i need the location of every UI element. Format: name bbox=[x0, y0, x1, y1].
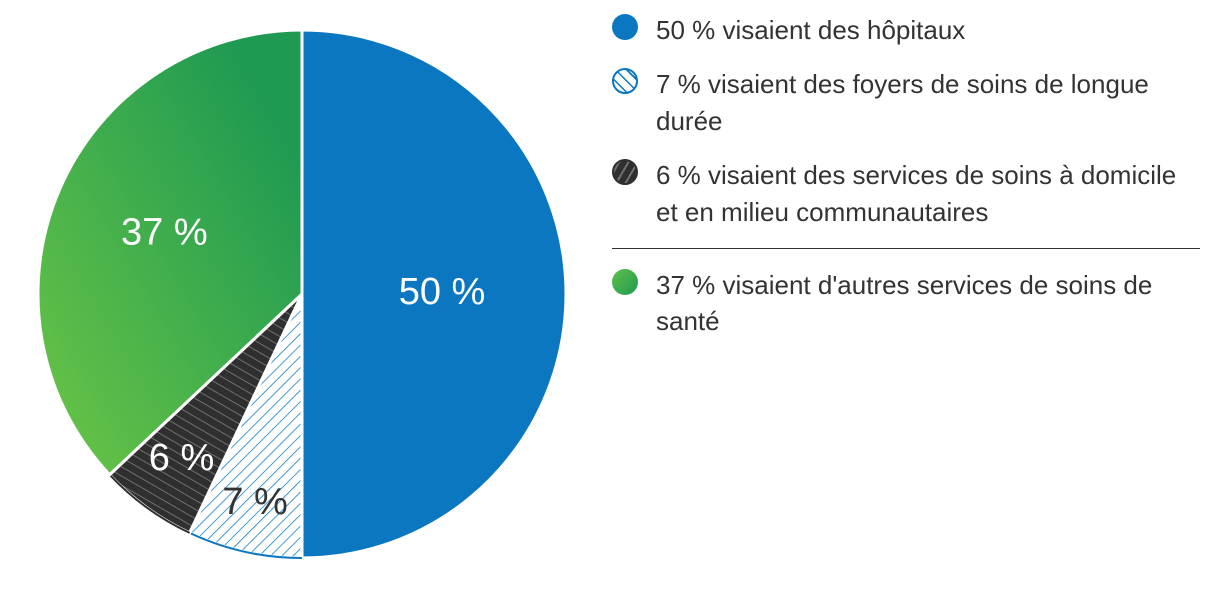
legend-divider bbox=[612, 248, 1200, 249]
legend-swatch-homecare bbox=[612, 159, 638, 185]
pie-slice-label-hospitals: 50 % bbox=[399, 271, 486, 313]
legend-label-other: 37 % visaient d'autres services de soins… bbox=[656, 267, 1196, 340]
pie-slice-label-other: 37 % bbox=[121, 211, 208, 253]
legend-item-homecare: 6 % visaient des services de soins à dom… bbox=[612, 157, 1200, 230]
pie-slice-label-homecare: 6 % bbox=[149, 437, 214, 479]
pie-chart: 50 % 7 %6 % 37 % bbox=[0, 0, 604, 589]
pie-svg: 50 % 7 %6 % 37 % bbox=[0, 0, 604, 589]
legend-swatch-other bbox=[612, 269, 638, 295]
legend: 50 % visaient des hôpitaux 7 % visaient d… bbox=[604, 0, 1224, 340]
legend-item-other: 37 % visaient d'autres services de soins… bbox=[612, 267, 1200, 340]
legend-swatch-ltc bbox=[612, 68, 638, 94]
legend-swatch-hospitals bbox=[612, 14, 638, 40]
legend-label-homecare: 6 % visaient des services de soins à dom… bbox=[656, 157, 1196, 230]
legend-item-ltc: 7 % visaient des foyers de soins de long… bbox=[612, 66, 1200, 139]
legend-group: 50 % visaient des hôpitaux 7 % visaient d… bbox=[612, 12, 1200, 230]
legend-item-hospitals: 50 % visaient des hôpitaux bbox=[612, 12, 1200, 48]
chart-wrapper: 50 % 7 %6 % 37 % 50 % visaient des hôpitau… bbox=[0, 0, 1224, 589]
pie-slice-label-ltc: 7 % bbox=[222, 481, 287, 523]
legend-group: 37 % visaient d'autres services de soins… bbox=[612, 267, 1200, 340]
legend-label-ltc: 7 % visaient des foyers de soins de long… bbox=[656, 66, 1196, 139]
legend-label-hospitals: 50 % visaient des hôpitaux bbox=[656, 12, 965, 48]
